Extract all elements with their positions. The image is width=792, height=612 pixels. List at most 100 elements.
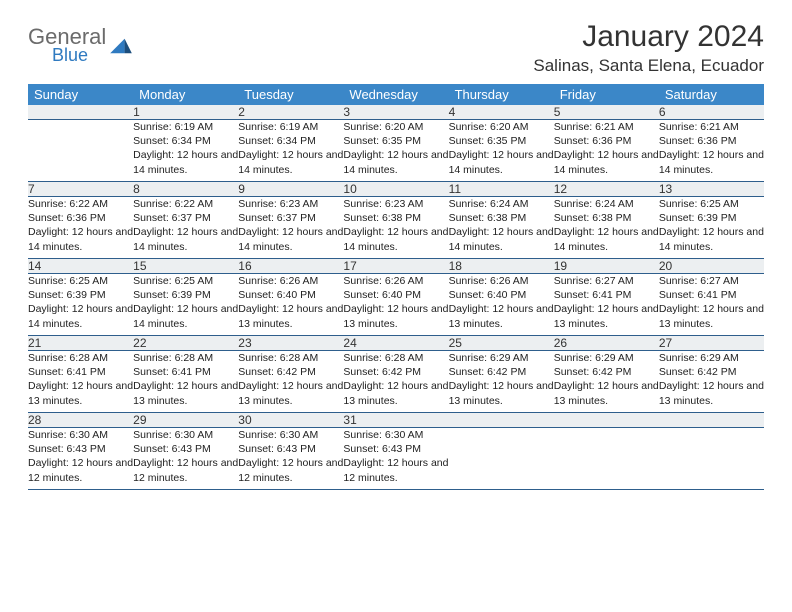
daylight-line: Daylight: 12 hours and 14 minutes.	[659, 225, 764, 253]
sunrise-line: Sunrise: 6:30 AM	[238, 428, 343, 442]
daylight-line: Daylight: 12 hours and 14 minutes.	[238, 148, 343, 176]
day-data-cell: Sunrise: 6:29 AMSunset: 6:42 PMDaylight:…	[659, 351, 764, 413]
day-data-cell: Sunrise: 6:27 AMSunset: 6:41 PMDaylight:…	[554, 274, 659, 336]
day-number-cell: 3	[343, 105, 448, 120]
day-data-cell: Sunrise: 6:30 AMSunset: 6:43 PMDaylight:…	[238, 428, 343, 490]
sunset-line: Sunset: 6:41 PM	[659, 288, 764, 302]
sunrise-line: Sunrise: 6:29 AM	[659, 351, 764, 365]
month-title: January 2024	[533, 20, 764, 54]
daylight-line: Daylight: 12 hours and 14 minutes.	[659, 148, 764, 176]
day-data-cell: Sunrise: 6:25 AMSunset: 6:39 PMDaylight:…	[659, 197, 764, 259]
sunset-line: Sunset: 6:43 PM	[133, 442, 238, 456]
sunset-line: Sunset: 6:40 PM	[449, 288, 554, 302]
day-data-cell: Sunrise: 6:25 AMSunset: 6:39 PMDaylight:…	[133, 274, 238, 336]
sunset-line: Sunset: 6:43 PM	[343, 442, 448, 456]
day-data-cell: Sunrise: 6:22 AMSunset: 6:37 PMDaylight:…	[133, 197, 238, 259]
day-data-cell	[554, 428, 659, 490]
sunrise-line: Sunrise: 6:29 AM	[554, 351, 659, 365]
logo-triangle-icon	[110, 37, 132, 55]
day-number-cell: 22	[133, 336, 238, 351]
sunset-line: Sunset: 6:34 PM	[238, 134, 343, 148]
sunrise-line: Sunrise: 6:22 AM	[133, 197, 238, 211]
sunrise-line: Sunrise: 6:26 AM	[343, 274, 448, 288]
sunset-line: Sunset: 6:36 PM	[28, 211, 133, 225]
sunrise-line: Sunrise: 6:28 AM	[343, 351, 448, 365]
sunrise-line: Sunrise: 6:21 AM	[554, 120, 659, 134]
sunset-line: Sunset: 6:42 PM	[449, 365, 554, 379]
day-number-cell: 12	[554, 182, 659, 197]
day-data-row: Sunrise: 6:25 AMSunset: 6:39 PMDaylight:…	[28, 274, 764, 336]
sunrise-line: Sunrise: 6:25 AM	[133, 274, 238, 288]
daylight-line: Daylight: 12 hours and 14 minutes.	[554, 148, 659, 176]
sunset-line: Sunset: 6:42 PM	[343, 365, 448, 379]
day-data-cell: Sunrise: 6:28 AMSunset: 6:41 PMDaylight:…	[28, 351, 133, 413]
day-data-cell: Sunrise: 6:28 AMSunset: 6:41 PMDaylight:…	[133, 351, 238, 413]
sunset-line: Sunset: 6:39 PM	[133, 288, 238, 302]
day-data-row: Sunrise: 6:30 AMSunset: 6:43 PMDaylight:…	[28, 428, 764, 490]
daylight-line: Daylight: 12 hours and 14 minutes.	[28, 302, 133, 330]
day-number-cell	[659, 413, 764, 428]
day-data-cell: Sunrise: 6:28 AMSunset: 6:42 PMDaylight:…	[343, 351, 448, 413]
day-number-cell: 5	[554, 105, 659, 120]
day-data-cell: Sunrise: 6:30 AMSunset: 6:43 PMDaylight:…	[133, 428, 238, 490]
day-number-row: 14151617181920	[28, 259, 764, 274]
daylight-line: Daylight: 12 hours and 14 minutes.	[554, 225, 659, 253]
day-data-cell	[28, 120, 133, 182]
weekday-header: Thursday	[449, 84, 554, 105]
day-data-cell: Sunrise: 6:28 AMSunset: 6:42 PMDaylight:…	[238, 351, 343, 413]
day-number-cell	[449, 413, 554, 428]
day-data-cell: Sunrise: 6:22 AMSunset: 6:36 PMDaylight:…	[28, 197, 133, 259]
weekday-header: Friday	[554, 84, 659, 105]
daylight-line: Daylight: 12 hours and 14 minutes.	[449, 225, 554, 253]
weekday-header-row: Sunday Monday Tuesday Wednesday Thursday…	[28, 84, 764, 105]
sunset-line: Sunset: 6:43 PM	[28, 442, 133, 456]
sunset-line: Sunset: 6:41 PM	[28, 365, 133, 379]
day-number-cell: 29	[133, 413, 238, 428]
sunset-line: Sunset: 6:37 PM	[238, 211, 343, 225]
sunrise-line: Sunrise: 6:30 AM	[343, 428, 448, 442]
day-number-cell: 23	[238, 336, 343, 351]
sunset-line: Sunset: 6:35 PM	[343, 134, 448, 148]
sunrise-line: Sunrise: 6:28 AM	[28, 351, 133, 365]
day-number-cell: 20	[659, 259, 764, 274]
daylight-line: Daylight: 12 hours and 14 minutes.	[238, 225, 343, 253]
daylight-line: Daylight: 12 hours and 14 minutes.	[133, 225, 238, 253]
sunrise-line: Sunrise: 6:23 AM	[238, 197, 343, 211]
day-number-row: 123456	[28, 105, 764, 120]
day-number-cell: 18	[449, 259, 554, 274]
daylight-line: Daylight: 12 hours and 14 minutes.	[133, 302, 238, 330]
day-data-cell: Sunrise: 6:24 AMSunset: 6:38 PMDaylight:…	[449, 197, 554, 259]
daylight-line: Daylight: 12 hours and 13 minutes.	[133, 379, 238, 407]
day-data-cell	[449, 428, 554, 490]
day-number-cell: 25	[449, 336, 554, 351]
day-data-cell: Sunrise: 6:23 AMSunset: 6:38 PMDaylight:…	[343, 197, 448, 259]
sunrise-line: Sunrise: 6:30 AM	[133, 428, 238, 442]
sunset-line: Sunset: 6:36 PM	[659, 134, 764, 148]
daylight-line: Daylight: 12 hours and 13 minutes.	[449, 379, 554, 407]
sunrise-line: Sunrise: 6:19 AM	[133, 120, 238, 134]
sunrise-line: Sunrise: 6:25 AM	[28, 274, 133, 288]
daylight-line: Daylight: 12 hours and 13 minutes.	[659, 379, 764, 407]
daylight-line: Daylight: 12 hours and 12 minutes.	[133, 456, 238, 484]
day-number-cell	[28, 105, 133, 120]
day-number-cell: 2	[238, 105, 343, 120]
sunset-line: Sunset: 6:42 PM	[238, 365, 343, 379]
daylight-line: Daylight: 12 hours and 13 minutes.	[554, 379, 659, 407]
sunrise-line: Sunrise: 6:28 AM	[238, 351, 343, 365]
logo: General Blue	[28, 20, 132, 64]
daylight-line: Daylight: 12 hours and 13 minutes.	[238, 302, 343, 330]
day-data-cell: Sunrise: 6:26 AMSunset: 6:40 PMDaylight:…	[449, 274, 554, 336]
title-block: January 2024 Salinas, Santa Elena, Ecuad…	[533, 20, 764, 76]
day-data-cell: Sunrise: 6:27 AMSunset: 6:41 PMDaylight:…	[659, 274, 764, 336]
daylight-line: Daylight: 12 hours and 13 minutes.	[449, 302, 554, 330]
sunrise-line: Sunrise: 6:24 AM	[554, 197, 659, 211]
day-data-row: Sunrise: 6:19 AMSunset: 6:34 PMDaylight:…	[28, 120, 764, 182]
day-data-cell	[659, 428, 764, 490]
day-number-cell: 27	[659, 336, 764, 351]
day-data-row: Sunrise: 6:22 AMSunset: 6:36 PMDaylight:…	[28, 197, 764, 259]
header: General Blue January 2024 Salinas, Santa…	[28, 20, 764, 76]
day-data-cell: Sunrise: 6:20 AMSunset: 6:35 PMDaylight:…	[343, 120, 448, 182]
day-data-cell: Sunrise: 6:20 AMSunset: 6:35 PMDaylight:…	[449, 120, 554, 182]
day-number-cell: 1	[133, 105, 238, 120]
sunrise-line: Sunrise: 6:21 AM	[659, 120, 764, 134]
